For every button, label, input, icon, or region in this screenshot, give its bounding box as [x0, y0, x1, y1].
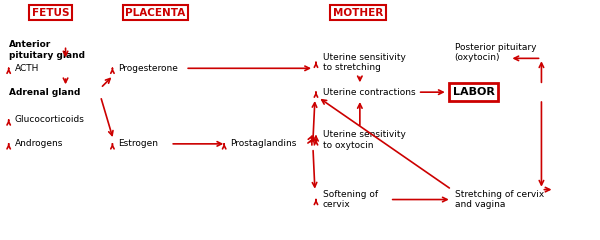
Text: Glucocorticoids: Glucocorticoids — [14, 115, 85, 125]
Text: Stretching of cervix
and vagina: Stretching of cervix and vagina — [455, 190, 544, 209]
Text: Uterine sensitivity
to oxytocin: Uterine sensitivity to oxytocin — [323, 130, 406, 150]
Text: Androgens: Androgens — [14, 139, 63, 148]
Text: FETUS: FETUS — [32, 8, 70, 18]
Text: Uterine sensitivity
to stretching: Uterine sensitivity to stretching — [323, 53, 406, 72]
Text: ACTH: ACTH — [14, 64, 39, 73]
Text: PLACENTA: PLACENTA — [125, 8, 185, 18]
Text: LABOR: LABOR — [452, 87, 494, 97]
Text: Progesterone: Progesterone — [118, 64, 178, 73]
Text: Posterior pituitary
(oxytocin): Posterior pituitary (oxytocin) — [455, 43, 536, 62]
Text: MOTHER: MOTHER — [333, 8, 383, 18]
Text: Softening of
cervix: Softening of cervix — [323, 190, 378, 209]
Text: Estrogen: Estrogen — [118, 139, 158, 148]
Text: Uterine contractions: Uterine contractions — [323, 88, 416, 97]
Text: Adrenal gland: Adrenal gland — [8, 88, 80, 97]
Text: Anterior
pituitary gland: Anterior pituitary gland — [8, 41, 85, 60]
Text: Prostaglandins: Prostaglandins — [230, 139, 296, 148]
